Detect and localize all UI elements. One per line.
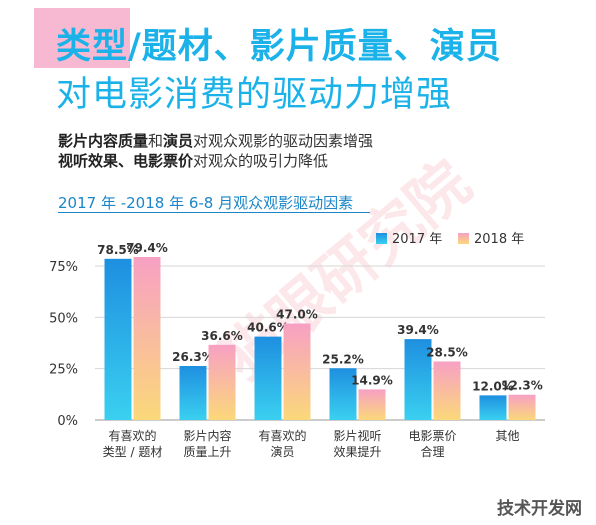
title-accent-block bbox=[34, 8, 130, 68]
bar bbox=[358, 389, 386, 420]
title-line-1: 类型/题材、影片质量、演员 bbox=[56, 27, 502, 67]
x-tick-label: 演员 bbox=[270, 444, 294, 459]
data-label: 28.5% bbox=[426, 345, 468, 359]
x-tick-label: 有喜欢的 bbox=[258, 428, 306, 443]
legend-label: 2018 年 bbox=[474, 232, 524, 247]
x-tick-label: 有喜欢的 bbox=[108, 428, 156, 443]
x-tick-label: 合理 bbox=[420, 444, 444, 459]
subtitle-bold-c: 视听效果、电影票价 bbox=[58, 152, 194, 170]
data-label: 47.0% bbox=[276, 307, 318, 321]
bar bbox=[254, 336, 282, 420]
bar bbox=[433, 361, 461, 420]
legend-swatch bbox=[458, 233, 469, 244]
x-tick-label: 影片内容 bbox=[183, 428, 231, 443]
x-tick-label: 效果提升 bbox=[333, 444, 381, 459]
data-label: 12.0% bbox=[472, 379, 514, 393]
subtitle-bold-a: 影片内容质量 bbox=[58, 132, 149, 150]
title-line-2: 对电影消费的驱动力增强 bbox=[56, 75, 453, 115]
data-label: 39.4% bbox=[397, 323, 439, 337]
data-label: 79.4% bbox=[126, 241, 168, 255]
bar bbox=[133, 256, 161, 420]
bar bbox=[208, 344, 236, 420]
x-tick-label: 影片视听 bbox=[333, 428, 381, 443]
y-tick-label: 75% bbox=[49, 260, 78, 275]
bar bbox=[104, 258, 132, 420]
chart-heading-underline bbox=[58, 212, 370, 213]
legend-swatch bbox=[376, 233, 387, 244]
data-label: 14.9% bbox=[351, 373, 393, 387]
data-label: 78.5% bbox=[97, 243, 139, 257]
x-tick-label: 电影票价 bbox=[408, 429, 456, 443]
legend-label: 2017 年 bbox=[392, 232, 442, 247]
data-label: 12.3% bbox=[501, 379, 543, 393]
chart-heading: 2017 年 -2018 年 6-8 月观众观影驱动因素 bbox=[58, 194, 354, 212]
y-tick-label: 0% bbox=[57, 414, 78, 429]
subtitle-bold-b: 演员 bbox=[163, 132, 194, 150]
bar bbox=[283, 323, 311, 420]
data-label: 36.6% bbox=[201, 329, 243, 343]
bar bbox=[329, 368, 357, 420]
data-label: 40.6% bbox=[247, 321, 289, 335]
data-label: 25.2% bbox=[322, 352, 364, 366]
y-tick-label: 25% bbox=[49, 363, 78, 378]
subtitle-line-1: 影片内容质量和演员对观众观影的驱动因素增强 bbox=[58, 130, 373, 151]
bar bbox=[179, 365, 207, 420]
bar bbox=[479, 395, 507, 420]
x-tick-label: 类型 / 题材 bbox=[103, 445, 163, 459]
subtitle-line-2: 视听效果、电影票价对观众的吸引力降低 bbox=[58, 150, 328, 171]
bar bbox=[404, 339, 432, 420]
subtitle-mid: 和 bbox=[148, 132, 164, 150]
data-label: 26.3% bbox=[172, 350, 214, 364]
bar bbox=[508, 394, 536, 420]
site-watermark: 技术开发网 bbox=[497, 499, 582, 519]
subtitle-rest-1: 对观众观影的驱动因素增强 bbox=[193, 132, 374, 150]
x-tick-label: 其他 bbox=[495, 429, 519, 443]
subtitle-rest-2: 对观众的吸引力降低 bbox=[193, 152, 329, 170]
y-tick-label: 50% bbox=[49, 311, 78, 326]
x-tick-label: 质量上升 bbox=[183, 445, 231, 459]
